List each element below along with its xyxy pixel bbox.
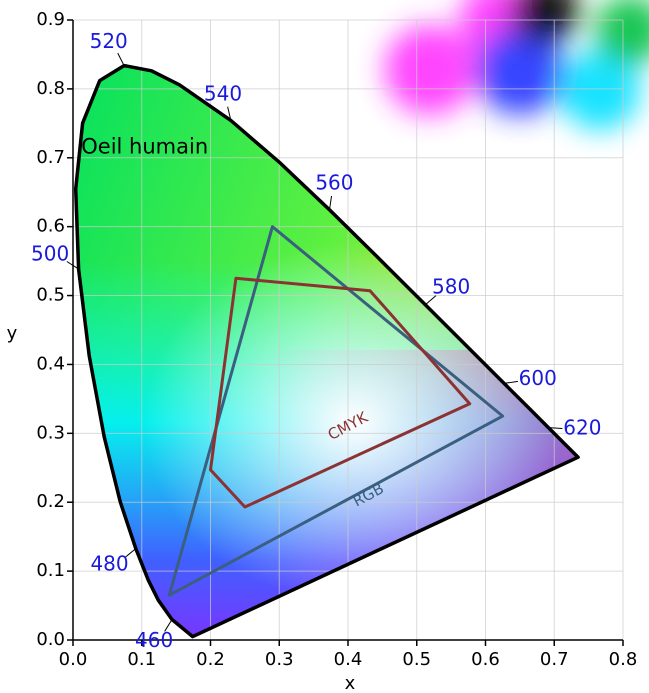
wavelength-tick: [164, 619, 173, 632]
x-tick-label: 0.5: [402, 649, 431, 670]
spectral-locus: [73, 63, 580, 639]
wavelength-label: 480: [90, 552, 128, 576]
x-tick-label: 0.1: [127, 649, 156, 670]
y-tick-label: 0.2: [36, 491, 65, 512]
y-tick-label: 0.6: [36, 216, 65, 237]
y-tick-label: 0.9: [36, 9, 65, 30]
x-tick-label: 0.7: [540, 649, 569, 670]
gamut-polygon: [209, 276, 472, 509]
wavelength-tick: [124, 548, 137, 558]
y-tick-label: 0.3: [36, 422, 65, 443]
wavelength-tick: [329, 195, 333, 210]
x-tick-label: 0.6: [471, 649, 500, 670]
x-tick-label: 0.0: [59, 649, 88, 670]
x-axis-label: x: [345, 673, 356, 693]
wavelength-label: 540: [204, 82, 242, 106]
wavelength-tick: [227, 106, 232, 121]
y-axis-label: y: [7, 323, 18, 344]
wavelength-tick: [425, 295, 437, 306]
x-tick-label: 0.8: [609, 649, 638, 670]
wavelength-tick: [66, 261, 79, 270]
x-tick-label: 0.2: [196, 649, 225, 670]
x-tick-label: 0.4: [334, 649, 363, 670]
y-tick-label: 0.1: [36, 560, 65, 581]
wavelength-label: 560: [315, 171, 353, 195]
wavelength-label: 460: [135, 628, 173, 652]
wavelength-label: 620: [563, 416, 601, 440]
wavelength-label: 580: [432, 274, 470, 298]
y-tick-label: 0.8: [36, 78, 65, 99]
wavelength-label: 500: [31, 241, 69, 265]
y-tick-label: 0.7: [36, 147, 65, 168]
y-tick-label: 0.5: [36, 285, 65, 306]
y-tick-label: 0.4: [36, 353, 65, 374]
wavelength-tick: [548, 427, 563, 429]
wavelength-label: 600: [519, 366, 557, 390]
wavelength-label: 520: [90, 29, 128, 53]
y-tick-label: 0.0: [36, 629, 65, 650]
wavelength-tick: [503, 380, 518, 384]
wavelength-tick: [117, 52, 125, 66]
x-tick-label: 0.3: [265, 649, 294, 670]
decoration: [385, 0, 649, 130]
gamut-polygon: [167, 225, 505, 597]
locus-label: Oeil humain: [81, 134, 208, 158]
